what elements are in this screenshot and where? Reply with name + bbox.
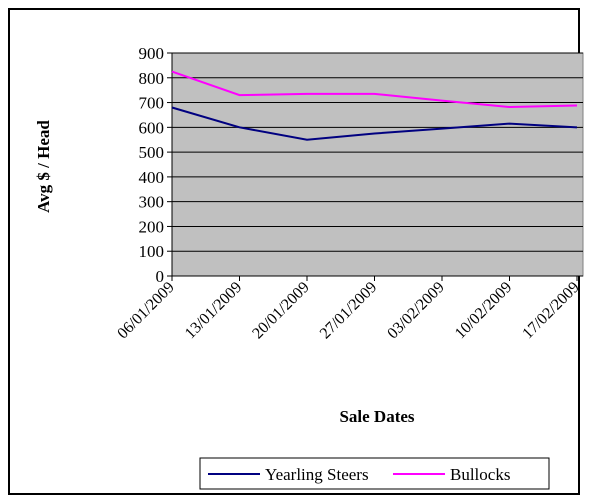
- series-line-yearling-steers: [171, 106, 578, 141]
- y-tick-label: 900: [139, 44, 165, 63]
- legend: Yearling Steers Bullocks: [199, 457, 550, 490]
- y-tick-label: 100: [139, 242, 165, 261]
- y-tick-label: 0: [156, 267, 165, 286]
- x-tick-label: 20/01/2009: [249, 279, 313, 343]
- x-tick-label: 27/01/2009: [317, 279, 381, 343]
- series-lines: [171, 70, 578, 141]
- gridlines: [172, 52, 583, 252]
- x-tick-label: 13/01/2009: [182, 279, 246, 343]
- y-axis: 0 100 200 300 400 500 600 700 800 900: [139, 44, 173, 286]
- legend-label: Yearling Steers: [265, 465, 369, 484]
- y-tick-label: 700: [139, 94, 165, 113]
- plot-area: [171, 52, 584, 277]
- y-tick-label: 800: [139, 69, 165, 88]
- x-axis: 06/01/2009 13/01/2009 20/01/2009 27/01/2009…: [114, 275, 583, 343]
- x-tick-label: 03/02/2009: [384, 279, 448, 343]
- y-tick-label: 400: [139, 168, 165, 187]
- y-tick-label: 500: [139, 143, 165, 162]
- y-tick-label: 300: [139, 193, 165, 212]
- y-axis-title: Avg $ / Head: [34, 120, 53, 213]
- y-tick-label: 200: [139, 217, 165, 236]
- legend-label: Bullocks: [450, 465, 510, 484]
- x-tick-label: 10/02/2009: [452, 279, 516, 343]
- x-tick-label: 17/02/2009: [519, 279, 583, 343]
- x-tick-label: 06/01/2009: [114, 279, 178, 343]
- y-tick-label: 600: [139, 118, 165, 137]
- x-axis-title: Sale Dates: [339, 407, 414, 426]
- series-line-bullocks: [171, 70, 578, 109]
